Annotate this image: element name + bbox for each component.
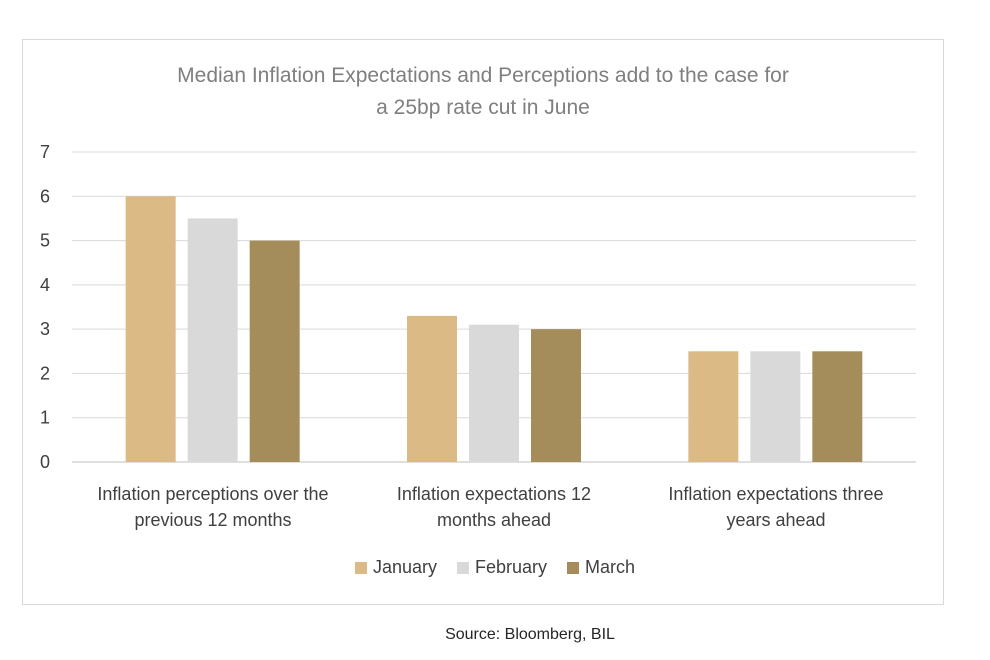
legend-item-january: January xyxy=(354,557,437,578)
bar-february-1 xyxy=(469,324,519,462)
y-tick-label: 4 xyxy=(40,275,50,295)
chart-title-line-2: a 25bp rate cut in June xyxy=(376,96,590,119)
bar-february-2 xyxy=(750,351,801,462)
chart-frame xyxy=(22,39,944,605)
legend-swatch-january xyxy=(354,561,367,574)
bars xyxy=(125,196,863,463)
legend-swatch-february xyxy=(457,561,469,574)
bar-march-1 xyxy=(531,329,581,462)
bar-january-0 xyxy=(125,196,176,463)
chart-legend: January February March xyxy=(0,557,990,578)
legend-label-march: March xyxy=(585,557,636,577)
y-tick-label: 2 xyxy=(40,363,50,383)
bar-january-2 xyxy=(688,351,739,462)
y-tick-label: 0 xyxy=(40,452,50,472)
y-tick-label: 5 xyxy=(40,231,50,251)
category-label-12-months: Inflation expectations 12 months ahead xyxy=(396,484,592,530)
legend-label-february: February xyxy=(475,557,548,577)
category-label-three-years: Inflation expectations three years ahead xyxy=(668,484,884,530)
bar-march-2 xyxy=(812,351,863,462)
y-tick-label: 1 xyxy=(40,408,50,428)
y-tick-label: 6 xyxy=(40,186,50,206)
bar-march-0 xyxy=(249,240,300,462)
bar-january-1 xyxy=(407,315,457,462)
legend-item-february: February xyxy=(457,557,547,578)
y-tick-label: 7 xyxy=(40,142,50,162)
source-note: Source: Bloomberg, BIL xyxy=(445,626,615,643)
legend-swatch-march xyxy=(567,561,580,574)
category-label-perceptions: Inflation perceptions over the previous … xyxy=(97,484,329,530)
chart-title-line-1: Median Inflation Expectations and Percep… xyxy=(177,64,789,87)
y-tick-label: 3 xyxy=(40,319,50,339)
legend-item-march: March xyxy=(567,557,635,578)
legend-label-january: January xyxy=(372,557,437,577)
y-axis-ticks: 0 1 2 3 4 5 6 7 xyxy=(40,142,50,472)
bar-february-0 xyxy=(187,218,238,462)
chart-title: Median Inflation Expectations and Percep… xyxy=(22,60,944,124)
